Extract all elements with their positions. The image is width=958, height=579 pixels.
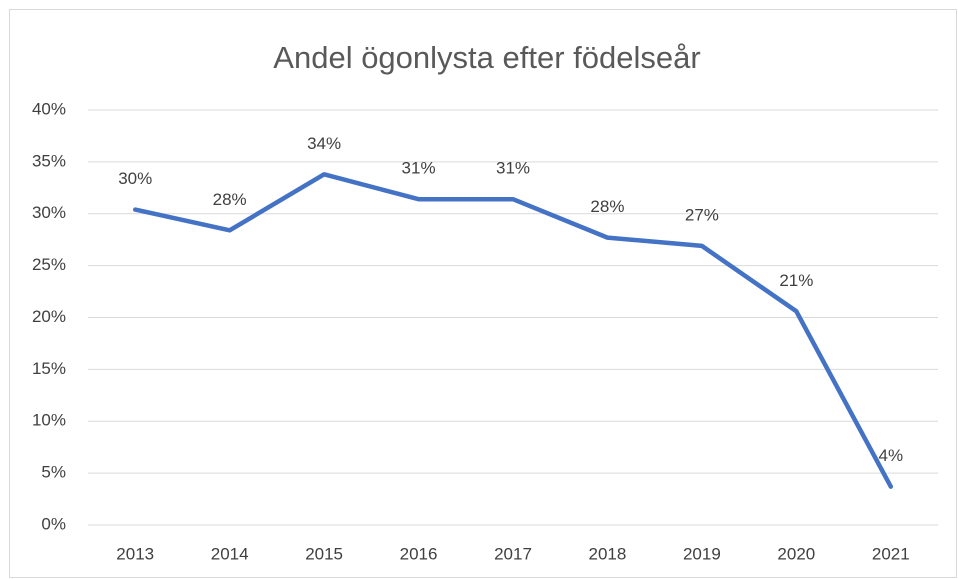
chart-title: Andel ögonlysta efter födelseår — [273, 40, 700, 75]
x-tick-label: 2019 — [683, 544, 721, 563]
data-label: 21% — [779, 271, 813, 290]
y-tick-label: 30% — [32, 203, 66, 222]
x-tick-label: 2017 — [494, 544, 532, 563]
data-label: 27% — [685, 205, 719, 224]
y-tick-label: 20% — [32, 307, 66, 326]
data-label: 28% — [213, 190, 247, 209]
y-tick-label: 40% — [32, 99, 66, 118]
x-tick-label: 2016 — [400, 544, 438, 563]
x-tick-label: 2020 — [777, 544, 815, 563]
data-label: 31% — [402, 159, 436, 178]
x-tick-label: 2018 — [589, 544, 627, 563]
data-label: 31% — [496, 159, 530, 178]
line — [132, 172, 894, 489]
y-tick-label: 5% — [41, 463, 66, 482]
data-label: 4% — [878, 446, 903, 465]
y-tick-label: 10% — [32, 411, 66, 430]
chart-frame — [9, 9, 957, 578]
data-label: 28% — [590, 197, 624, 216]
x-tick-label: 2021 — [872, 544, 910, 563]
y-tick-label: 35% — [32, 151, 66, 170]
y-tick-label: 15% — [32, 359, 66, 378]
data-label: 30% — [118, 169, 152, 188]
x-tick-label: 2015 — [305, 544, 343, 563]
data-label: 34% — [307, 134, 341, 153]
x-tick-label: 2014 — [211, 544, 249, 563]
y-tick-label: 0% — [41, 514, 66, 533]
y-tick-label: 25% — [32, 255, 66, 274]
x-tick-label: 2013 — [116, 544, 154, 563]
